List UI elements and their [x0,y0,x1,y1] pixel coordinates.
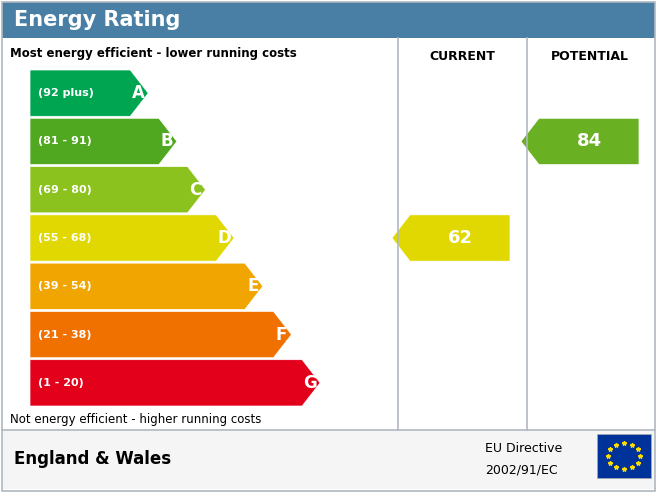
Text: (81 - 91): (81 - 91) [38,137,92,146]
Text: (1 - 20): (1 - 20) [38,378,83,388]
Bar [597,434,651,478]
Text: 2002/91/EC: 2002/91/EC [485,463,558,477]
Text: A: A [132,84,145,102]
Polygon shape [392,215,510,261]
Polygon shape [30,312,292,358]
Text: G: G [303,374,317,392]
Polygon shape [30,215,234,261]
Text: (21 - 38): (21 - 38) [38,330,91,340]
Polygon shape [521,118,639,165]
Text: Most energy efficient - lower running costs: Most energy efficient - lower running co… [10,46,297,60]
Bar [2,430,655,489]
Polygon shape [30,118,177,165]
Text: Not energy efficient - higher running costs: Not energy efficient - higher running co… [10,414,261,426]
Polygon shape [30,360,320,406]
Polygon shape [30,263,263,310]
Text: E: E [247,277,258,295]
Text: B: B [160,133,173,150]
Text: F: F [276,325,287,344]
Text: EU Directive: EU Directive [485,442,562,456]
Polygon shape [30,70,148,116]
Text: Energy Rating: Energy Rating [14,10,181,30]
Text: (92 plus): (92 plus) [38,88,94,98]
Text: (55 - 68): (55 - 68) [38,233,91,243]
Text: CURRENT: CURRENT [430,49,495,63]
Text: 62: 62 [447,229,472,247]
Text: POTENTIAL: POTENTIAL [551,49,629,63]
Text: England & Wales: England & Wales [14,451,171,468]
Text: C: C [189,181,202,199]
Polygon shape [30,167,206,213]
Text: 84: 84 [576,133,602,150]
Text: (69 - 80): (69 - 80) [38,185,92,195]
Bar [2,2,655,38]
Text: D: D [217,229,231,247]
Text: (39 - 54): (39 - 54) [38,282,91,291]
